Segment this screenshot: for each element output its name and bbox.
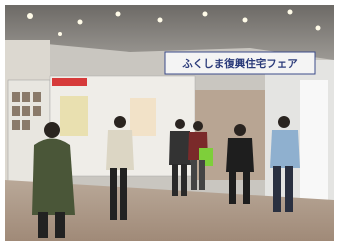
sign-text: ふくしま復興住宅フェア [182, 57, 298, 70]
photo: ふくしま復興住宅フェア [0, 0, 339, 246]
booth-panel [60, 96, 88, 136]
scene: ふくしま復興住宅フェア [5, 5, 334, 241]
booth-banner [52, 78, 87, 86]
booth-panel [130, 98, 156, 136]
page: ふくしま復興住宅フェア [0, 0, 339, 246]
